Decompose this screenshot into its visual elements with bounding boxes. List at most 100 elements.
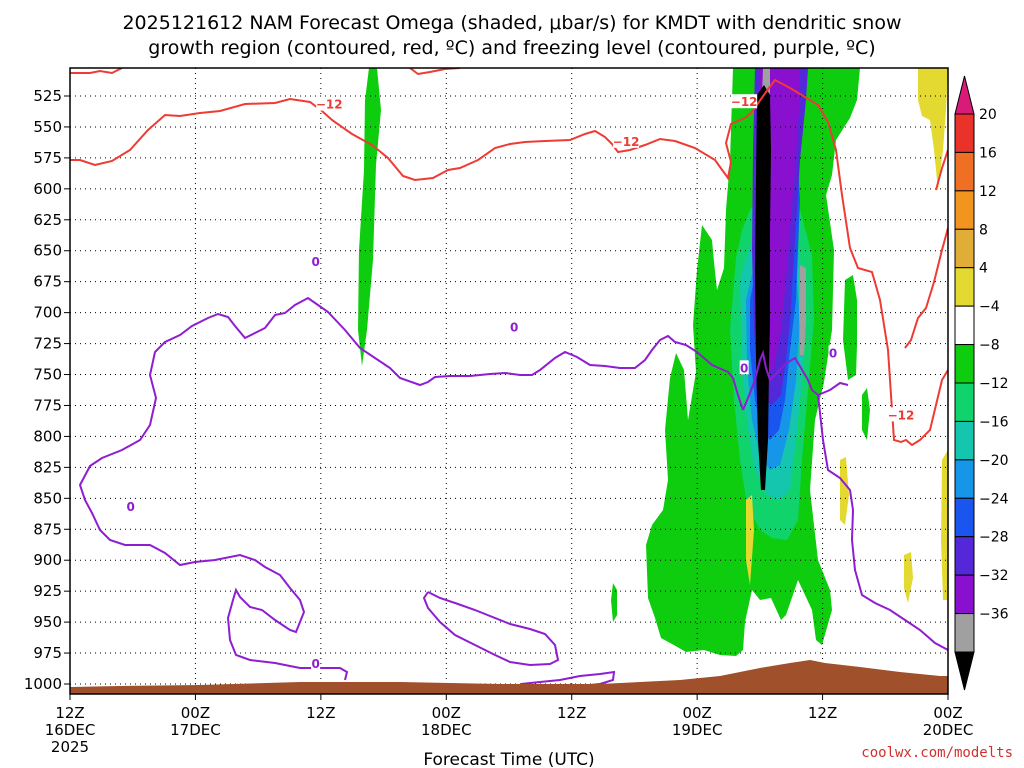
contour-label-bg: [739, 360, 749, 375]
omega-yellow-low: [904, 552, 913, 603]
x-tick-label: 12Z: [55, 704, 84, 722]
contour-label: −12: [316, 98, 343, 112]
colorbar-swatch: [954, 574, 975, 615]
colorbar-swatch: [954, 151, 975, 192]
colorbar-label: 8: [979, 222, 988, 238]
contour-label-bg: [311, 253, 321, 268]
contour-label: −12: [888, 408, 915, 422]
omega-green-early: [358, 68, 381, 366]
y-tick-label: 700: [33, 304, 62, 322]
colorbar-label: −28: [979, 530, 1009, 546]
chart-title: 2025121612 NAM Forecast Omega (shaded, μ…: [122, 12, 901, 34]
contour-label-bg: [316, 96, 343, 111]
y-tick-label: 875: [33, 520, 62, 538]
y-tick-label: 525: [33, 87, 62, 105]
contour-label-bg: [731, 94, 758, 109]
x-tick-label: 00Z: [933, 704, 962, 722]
colorbar-label: 12: [979, 184, 997, 200]
y-tick-label: 850: [33, 489, 62, 507]
colorbar-swatch: [954, 382, 975, 422]
colorbar-swatch: [954, 267, 975, 307]
colorbar-swatch: [954, 190, 975, 230]
contour-label: 0: [126, 500, 134, 514]
colorbar-label: 20: [979, 107, 997, 123]
y-tick-label: 825: [33, 458, 62, 476]
y-tick-label: 675: [33, 273, 62, 291]
x-tick-label: 19DEC: [672, 721, 723, 739]
colorbar-label: −16: [979, 414, 1009, 430]
x-tick-label: 12Z: [306, 704, 335, 722]
terrain: [70, 660, 948, 694]
y-tick-label: 750: [33, 366, 62, 384]
y-tick-label: 550: [33, 118, 62, 136]
colorbar-swatch: [954, 613, 975, 653]
colorbar: 20 16 12 8 4 −4 −8 −12 −16 −20 −24 −28 −32 −36: [954, 75, 1009, 691]
omega-gray-side: [799, 265, 806, 355]
omega-green-small: [611, 583, 617, 622]
contour-label: −12: [731, 95, 758, 109]
colorbar-top-arrow: [954, 75, 975, 115]
colorbar-swatch: [954, 536, 975, 576]
colorbar-label: 4: [979, 261, 988, 277]
purple-contour: [78, 296, 744, 681]
red-contour: [904, 227, 948, 349]
y-tick-label: 800: [33, 427, 62, 445]
red-contour: [70, 68, 123, 75]
contour-label: 0: [311, 255, 319, 269]
x-tick-label: 00Z: [181, 704, 210, 722]
colorbar-label: −24: [979, 491, 1009, 507]
plot-frame: [69, 67, 949, 695]
colorbar-label: −32: [979, 568, 1009, 584]
x-tick-label: 00Z: [682, 704, 711, 722]
y-tick-label: 775: [33, 396, 62, 414]
colorbar-swatch: [954, 228, 975, 269]
purple-contour: [742, 349, 849, 411]
colorbar-label: −36: [979, 607, 1009, 623]
y-tick-label: 600: [33, 180, 62, 198]
contour-label-bg: [887, 407, 914, 422]
omega-yellow-left: [746, 495, 754, 585]
colorbar-swatch: [954, 459, 975, 499]
x-tick-label: 17DEC: [170, 721, 221, 739]
red-contour: [70, 78, 948, 447]
y-tick-label: 900: [33, 551, 62, 569]
x-axis-label: Forecast Time (UTC): [423, 750, 594, 768]
x-tick-label: 16DEC: [45, 721, 96, 739]
colorbar-label: −12: [979, 376, 1009, 392]
omega-green-right2: [862, 388, 870, 440]
chart-title-line2: growth region (contoured, red, ºC) and f…: [148, 37, 875, 59]
x-tick-label: 00Z: [432, 704, 461, 722]
x-tick-label: 2025: [51, 738, 89, 756]
y-axis: 525 550 575 600 625 650 675 700 725 750 775 800 825 8…: [24, 87, 70, 693]
red-contour: [935, 149, 948, 191]
y-tick-label: 950: [33, 613, 62, 631]
purple-contour: [422, 591, 560, 667]
y-tick-label: 575: [33, 149, 62, 167]
x-tick-label: 12Z: [808, 704, 837, 722]
colorbar-swatch: [954, 497, 975, 538]
contour-label: −12: [613, 135, 640, 149]
colorbar-swatch: [954, 305, 975, 346]
contour-label: 0: [740, 361, 748, 375]
plot-inner: −12 −12 −12 −12 0 0 0 0 0 0: [70, 68, 948, 694]
purple-contour: [817, 394, 948, 651]
y-tick-label: 650: [33, 242, 62, 260]
contour-label-bg: [828, 345, 838, 360]
omega-black: [755, 85, 771, 490]
credit-link[interactable]: coolwx.com/modelts: [861, 745, 1013, 761]
contour-label-bg: [126, 498, 136, 513]
red-contour: [409, 68, 461, 76]
colorbar-swatch: [954, 113, 975, 153]
omega-yellow-mid: [840, 457, 849, 525]
colorbar-label: −4: [979, 299, 1000, 315]
contour-label-bg: [311, 656, 321, 671]
x-tick-label: 12Z: [557, 704, 586, 722]
colorbar-swatch: [954, 344, 975, 384]
contour-label: 0: [829, 346, 837, 360]
contour-label-bg: [509, 319, 519, 334]
omega-green-right1: [843, 275, 857, 380]
y-tick-label: 925: [33, 582, 62, 600]
y-tick-label: 725: [33, 335, 62, 353]
y-tick-label: 975: [33, 644, 62, 662]
